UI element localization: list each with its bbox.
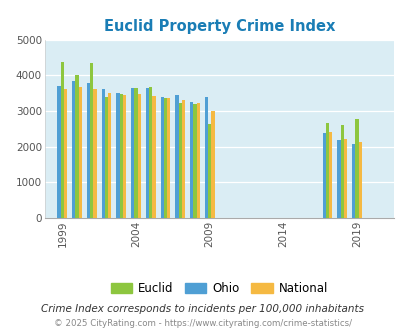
Bar (160, 97, 164, 218)
Bar (351, 144, 354, 218)
Bar (207, 124, 211, 218)
Bar (108, 93, 111, 218)
Bar (175, 95, 178, 218)
Bar (322, 133, 325, 218)
Bar (211, 111, 214, 218)
Bar (178, 103, 181, 218)
Bar (337, 140, 340, 218)
Text: © 2025 CityRating.com - https://www.cityrating.com/crime-statistics/: © 2025 CityRating.com - https://www.city… (54, 319, 351, 328)
Bar (116, 93, 119, 218)
Bar (137, 94, 141, 218)
Bar (101, 89, 104, 218)
Bar (149, 87, 152, 218)
Bar (164, 98, 167, 218)
Bar (58, 86, 61, 218)
Bar (72, 81, 75, 218)
Bar (152, 96, 155, 218)
Bar (193, 105, 196, 218)
Bar (87, 83, 90, 218)
Bar (64, 89, 67, 218)
Bar (61, 62, 64, 218)
Bar (145, 88, 149, 218)
Bar (354, 119, 358, 218)
Bar (131, 88, 134, 218)
Bar (93, 89, 96, 218)
Bar (79, 87, 82, 218)
Bar (104, 97, 108, 218)
Bar (123, 95, 126, 218)
Title: Euclid Property Crime Index: Euclid Property Crime Index (103, 19, 334, 34)
Bar (358, 142, 361, 218)
Bar (119, 94, 123, 218)
Bar (90, 63, 93, 218)
Bar (343, 139, 346, 218)
Bar (328, 132, 332, 218)
Bar (190, 102, 193, 218)
Bar (325, 123, 328, 218)
Bar (196, 103, 199, 218)
Bar (340, 125, 343, 218)
Bar (204, 97, 207, 218)
Bar (134, 88, 137, 218)
Bar (75, 75, 79, 218)
Text: Crime Index corresponds to incidents per 100,000 inhabitants: Crime Index corresponds to incidents per… (41, 304, 364, 314)
Bar (181, 100, 185, 218)
Legend: Euclid, Ohio, National: Euclid, Ohio, National (106, 277, 332, 300)
Bar (167, 98, 170, 218)
